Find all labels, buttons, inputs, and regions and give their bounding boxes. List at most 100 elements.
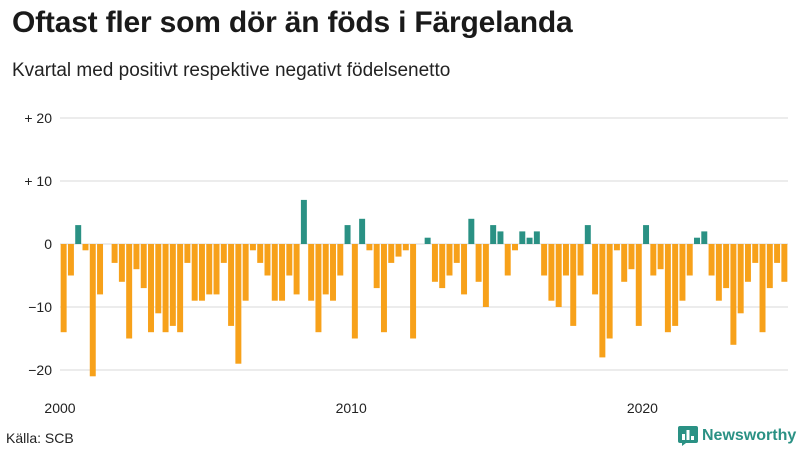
bar <box>271 244 278 301</box>
bar <box>213 244 220 295</box>
bar <box>570 244 577 326</box>
x-axis-labels: 2000 2010 2020 <box>44 400 658 416</box>
bar <box>330 244 336 301</box>
bar <box>351 244 358 339</box>
bar <box>562 244 569 276</box>
bar <box>541 244 548 276</box>
bar <box>286 244 293 276</box>
bar <box>155 244 162 314</box>
bar <box>621 244 628 282</box>
bar <box>228 244 235 326</box>
bar <box>249 244 256 251</box>
bar <box>118 244 125 282</box>
bar <box>664 244 671 333</box>
bar <box>60 244 67 333</box>
y-tick-label: + 20 <box>24 110 52 126</box>
bar <box>752 244 759 263</box>
bar <box>198 244 205 301</box>
chart-title: Oftast fler som dör än föds i Färgelanda <box>12 6 573 39</box>
bar <box>606 244 613 339</box>
bar <box>257 244 264 263</box>
bar <box>635 244 642 326</box>
bar <box>643 225 650 244</box>
bar <box>497 231 504 244</box>
bar <box>206 244 213 295</box>
bar <box>402 244 409 251</box>
bar <box>548 244 555 301</box>
bar <box>82 244 89 251</box>
bar <box>191 244 198 301</box>
bar <box>126 244 133 339</box>
bar <box>592 244 599 295</box>
bar <box>686 244 693 276</box>
bar <box>526 237 533 244</box>
bar <box>730 244 737 345</box>
bar <box>461 244 468 295</box>
bar <box>89 244 96 377</box>
bar-series <box>60 199 788 377</box>
bar <box>315 244 322 333</box>
bar <box>759 244 766 333</box>
bar <box>701 231 708 244</box>
bar <box>766 244 773 289</box>
bar-chart-icon <box>678 426 698 446</box>
bar <box>555 244 562 307</box>
y-tick-label: −10 <box>28 299 52 315</box>
bar <box>242 244 249 301</box>
bar <box>177 244 184 333</box>
y-tick-label: −20 <box>28 362 52 378</box>
bar <box>628 244 635 270</box>
bar <box>657 244 664 270</box>
bar <box>140 244 147 289</box>
bar <box>410 244 417 339</box>
chart-subtitle: Kvartal med positivt respektive negativt… <box>12 60 451 81</box>
bar <box>482 244 489 307</box>
bar <box>723 244 730 289</box>
bar <box>264 244 271 276</box>
bar <box>744 244 751 282</box>
bar <box>715 244 722 301</box>
bar <box>468 218 475 244</box>
bar <box>169 244 176 326</box>
bar <box>279 244 286 301</box>
bar <box>599 244 606 358</box>
bar <box>512 244 518 251</box>
bar <box>737 244 744 314</box>
bar <box>359 218 366 244</box>
bar <box>373 244 380 289</box>
bar <box>111 244 118 263</box>
bar <box>584 225 591 244</box>
bar <box>322 244 329 295</box>
bar <box>439 244 446 289</box>
bar <box>148 244 154 333</box>
y-axis-labels: + 20 + 10 0 −10 −20 <box>24 110 52 378</box>
bar <box>337 244 344 276</box>
bar <box>694 237 700 244</box>
bar <box>344 225 351 244</box>
bar <box>395 244 402 257</box>
x-tick-label: 2020 <box>627 400 658 416</box>
brand-name: Newsworthy <box>702 427 797 444</box>
bar <box>184 244 191 263</box>
bar <box>679 244 686 301</box>
bar <box>781 244 788 282</box>
bar <box>220 244 227 263</box>
bar <box>308 244 315 301</box>
y-tick-label: + 10 <box>24 173 52 189</box>
bar <box>446 244 453 276</box>
bar <box>490 225 497 244</box>
bar <box>380 244 387 333</box>
bar <box>75 225 82 244</box>
chart-gridlines <box>60 117 788 371</box>
x-tick-label: 2000 <box>44 400 75 416</box>
bar <box>133 244 140 270</box>
bar <box>235 244 242 364</box>
newsworthy-logo: Newsworthy <box>678 426 796 446</box>
bar <box>424 237 431 244</box>
bar <box>650 244 657 276</box>
bar <box>293 244 300 295</box>
bar <box>519 231 526 244</box>
bar <box>162 244 169 333</box>
bar <box>533 231 540 244</box>
